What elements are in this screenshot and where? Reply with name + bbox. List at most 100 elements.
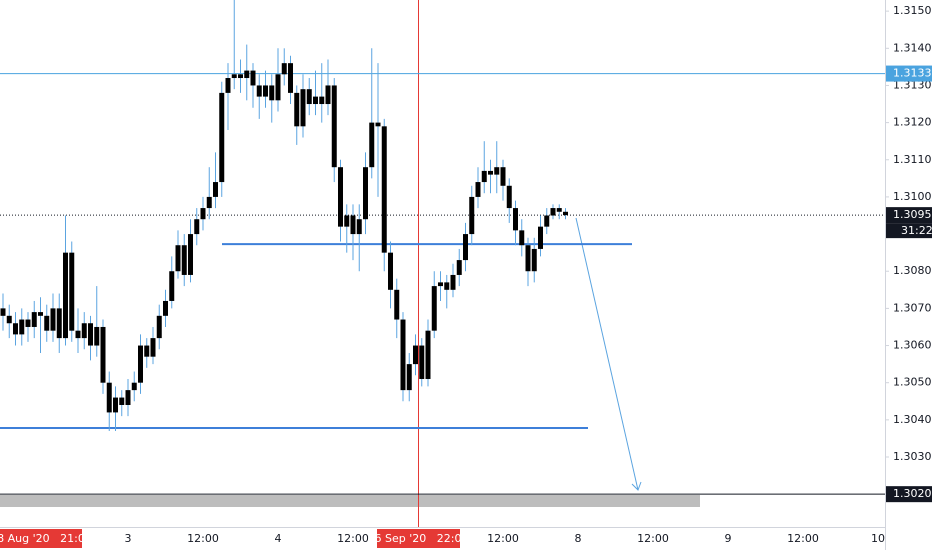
candle-body	[369, 122, 375, 168]
price-level-box	[886, 65, 932, 82]
candle-body	[475, 182, 481, 197]
candle-body	[94, 326, 100, 346]
candle-body	[269, 85, 275, 101]
y-tick-label: 1.31300	[893, 78, 932, 91]
y-tick-label: 1.31000	[893, 190, 932, 203]
candle-body	[331, 85, 337, 168]
date-marker-label: 06 Sep '20 22:00	[368, 532, 469, 545]
candle-body	[450, 274, 456, 290]
candle-body	[300, 89, 306, 127]
candle-body	[238, 74, 243, 79]
candle-body	[319, 96, 325, 105]
candle-body	[325, 85, 331, 105]
candle-body	[506, 185, 512, 209]
candle-body	[81, 323, 87, 339]
candle-body	[494, 167, 500, 175]
candle-body	[431, 286, 437, 331]
candle-body	[281, 63, 287, 75]
candle-body	[19, 319, 25, 335]
candle-body	[13, 323, 18, 335]
candle-body	[413, 345, 418, 365]
candle-body	[256, 85, 262, 97]
candle-body	[531, 248, 537, 272]
candle-body	[250, 70, 256, 86]
x-tick-label: 12:00	[787, 532, 819, 545]
candle-body	[381, 126, 387, 253]
y-tick-label: 1.31400	[893, 41, 932, 54]
candle-body	[106, 382, 112, 413]
candle-body	[194, 219, 200, 235]
candle-body	[88, 323, 93, 346]
candle-body	[394, 289, 400, 320]
candle-body	[181, 245, 187, 275]
candle-body	[31, 312, 37, 327]
y-tick-label: 1.30400	[893, 413, 932, 426]
candle-body	[556, 208, 562, 212]
candle-body	[38, 312, 43, 316]
candle-body	[0, 308, 6, 316]
candle-body	[175, 245, 181, 272]
date-marker-box	[377, 529, 460, 548]
candle-body	[406, 364, 412, 391]
y-tick-label: 1.31500	[893, 4, 932, 17]
candle-body	[463, 234, 468, 261]
candle-body	[244, 70, 250, 79]
date-marker-box	[0, 529, 82, 548]
candle-body	[75, 330, 81, 339]
x-tick-label: 12:00	[487, 532, 519, 545]
candle-body	[125, 390, 131, 405]
x-tick-label: 3	[125, 532, 132, 545]
x-tick-label: 10	[871, 532, 885, 545]
candle-body	[419, 345, 425, 379]
y-tick-label: 1.30300	[893, 450, 932, 463]
candle-body	[469, 196, 475, 235]
candle-body	[563, 211, 568, 216]
y-tick-label: 1.30500	[893, 376, 932, 389]
candle-body	[544, 215, 550, 227]
candle-body	[344, 215, 350, 227]
x-tick-label: 9	[725, 532, 732, 545]
candle-body	[119, 397, 125, 405]
candle-body	[338, 167, 343, 227]
candle-body	[144, 345, 150, 357]
candle-body	[100, 326, 106, 383]
x-tick-label: 12:00	[337, 532, 369, 545]
y-tick-label: 1.31200	[893, 116, 932, 129]
candle-body	[50, 308, 56, 331]
candle-body	[456, 260, 462, 275]
candle-body	[425, 330, 431, 379]
y-tick-label: 1.31100	[893, 153, 932, 166]
candle-body	[350, 215, 356, 235]
candle-body	[163, 300, 168, 316]
candle-body	[56, 308, 62, 339]
candle-body	[131, 382, 137, 391]
candle-body	[400, 319, 406, 391]
candle-body	[438, 282, 443, 287]
candle-body	[263, 85, 268, 97]
candle-body	[213, 182, 218, 197]
date-marker-label: 28 Aug '20 21:00	[0, 532, 92, 545]
y-tick-label: 1.30600	[893, 339, 932, 352]
price-level-box	[886, 207, 932, 224]
candle-body	[63, 252, 68, 339]
candle-body	[231, 74, 237, 79]
candle-body	[288, 63, 293, 93]
x-tick-label: 12:00	[637, 532, 669, 545]
candle-body	[525, 245, 531, 272]
candle-body	[481, 170, 487, 183]
candle-body	[206, 196, 212, 209]
candle-body	[550, 208, 556, 216]
candle-body	[356, 219, 362, 235]
x-tick-label: 8	[575, 532, 582, 545]
candle-body	[538, 226, 543, 249]
candle-body	[44, 315, 50, 331]
candle-body	[225, 78, 231, 93]
candle-body	[363, 167, 368, 220]
candle-body	[519, 230, 525, 246]
countdown-box	[886, 223, 932, 239]
candle-body	[188, 234, 193, 275]
